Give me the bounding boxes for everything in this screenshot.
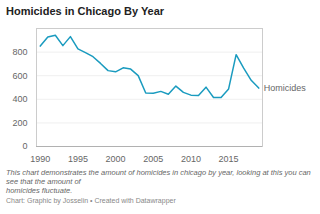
svg-text:1995: 1995 <box>68 154 88 164</box>
html-text:Homicides in Chicago By Year: Homicides in Chicago By Year <box>6 5 165 17</box>
svg-text:1990: 1990 <box>30 154 50 164</box>
svg-text:200: 200 <box>12 118 27 128</box>
html-text:This chart demonstrates the am: This chart demonstrates the amount of ho… <box>6 168 311 195</box>
svg-text:Homicides: Homicides <box>264 83 307 93</box>
svg-text:400: 400 <box>12 94 27 104</box>
svg-text:0: 0 <box>22 141 27 151</box>
html-text:Chart: Graphic by Josselin • C: Chart: Graphic by Josselin • Created wit… <box>6 197 176 204</box>
svg-text:600: 600 <box>12 71 27 81</box>
svg-text:800: 800 <box>12 47 27 57</box>
svg-text:2015: 2015 <box>219 154 239 164</box>
svg-text:2000: 2000 <box>106 154 126 164</box>
svg-text:2005: 2005 <box>143 154 163 164</box>
svg-text:2010: 2010 <box>181 154 201 164</box>
